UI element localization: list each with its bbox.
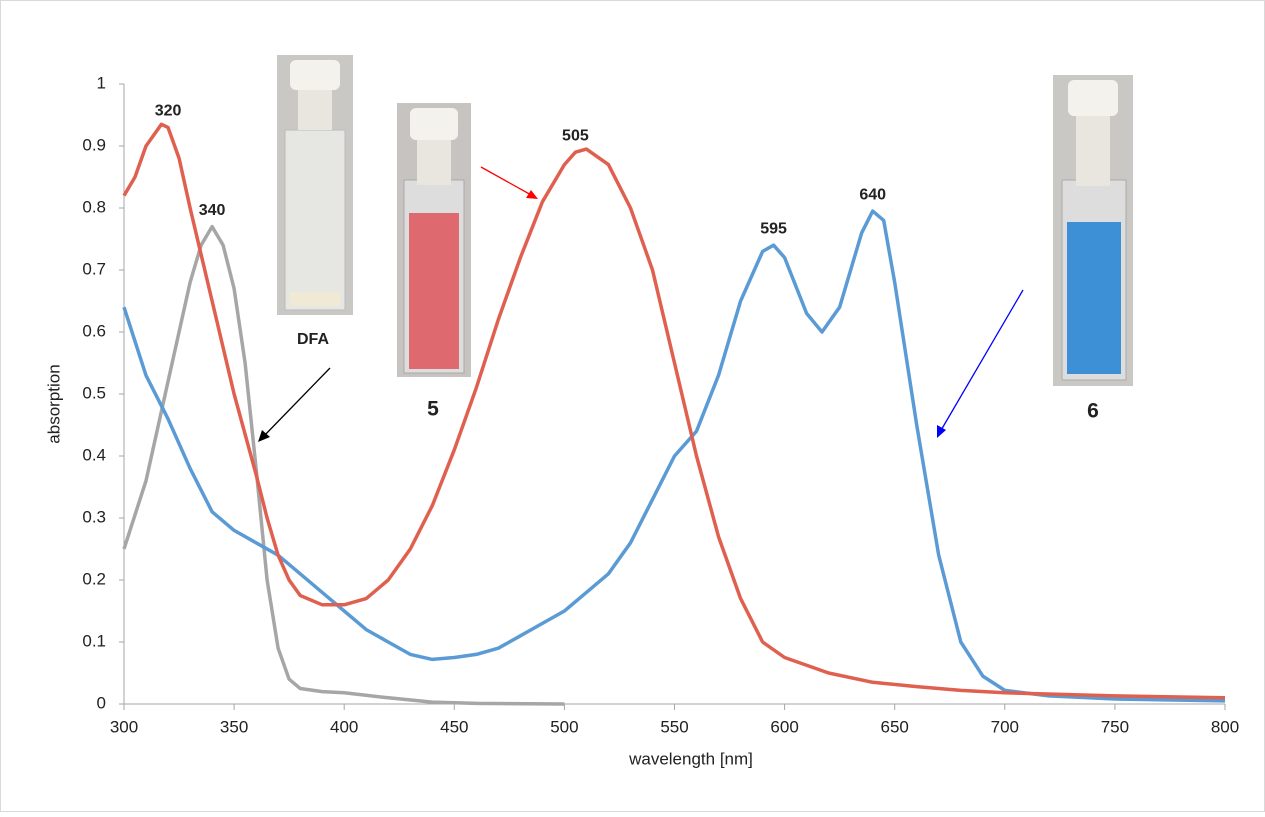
y-tick-label: 1	[97, 73, 106, 92]
y-tick-label: 0.4	[82, 445, 106, 464]
vial-5	[397, 103, 471, 377]
x-tick-label: 650	[881, 717, 909, 736]
peak-label: 505	[562, 127, 589, 144]
vial-dfa	[277, 55, 353, 315]
y-tick-label: 0.7	[82, 259, 106, 278]
y-tick-label: 0.6	[82, 321, 106, 340]
peak-label: 320	[155, 103, 182, 120]
x-tick-label: 550	[660, 717, 688, 736]
spectrum-line	[122, 122, 1226, 700]
x-tick-label: 800	[1211, 717, 1239, 736]
y-tick-label: 0.3	[82, 507, 106, 526]
peak-label: 640	[859, 186, 886, 203]
x-tick-label: 350	[220, 717, 248, 736]
y-tick-label: 0.9	[82, 135, 106, 154]
spectrum-line	[122, 209, 1226, 703]
series-label: 5	[427, 398, 439, 421]
peak-label: 340	[199, 202, 226, 219]
peak-label: 595	[760, 220, 787, 237]
x-tick-label: 750	[1101, 717, 1129, 736]
y-tick-label: 0.1	[82, 631, 106, 650]
x-tick-label: 600	[770, 717, 798, 736]
series-label: 6	[1087, 400, 1099, 423]
x-tick-label: 400	[330, 717, 358, 736]
y-tick-label: 0.5	[82, 383, 106, 402]
arrows	[258, 166, 1024, 442]
vial-6	[1053, 75, 1133, 386]
series-label: DFA	[297, 331, 329, 348]
x-tick-label: 500	[550, 717, 578, 736]
x-tick-label: 700	[991, 717, 1019, 736]
x-tick-label: 300	[110, 717, 138, 736]
x-axis-label: wavelength [nm]	[628, 749, 753, 768]
y-tick-label: 0.8	[82, 197, 106, 216]
y-tick-label: 0	[97, 693, 106, 712]
y-axis-label: absorption	[44, 364, 63, 443]
spectrum-line	[122, 224, 565, 706]
y-tick-label: 0.2	[82, 569, 106, 588]
x-tick-label: 450	[440, 717, 468, 736]
